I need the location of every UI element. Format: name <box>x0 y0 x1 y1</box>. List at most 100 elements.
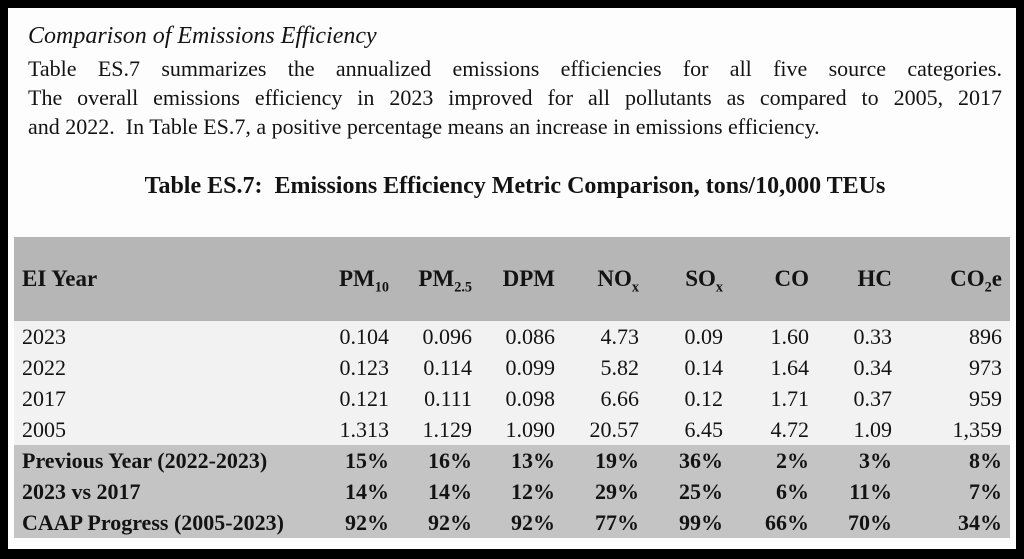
value-cell: 0.09 <box>647 321 731 352</box>
value-cell: 8% <box>900 445 1010 476</box>
value-cell: 13% <box>480 445 563 476</box>
value-cell: 3% <box>817 445 900 476</box>
value-cell: 6% <box>731 476 817 507</box>
value-cell: 19% <box>563 445 647 476</box>
header-text: PM <box>418 266 455 291</box>
header-text: CO <box>950 266 985 291</box>
value-cell: 0.34 <box>817 352 900 383</box>
value-cell: 14% <box>397 476 480 507</box>
value-cell: 4.72 <box>731 414 817 445</box>
section-heading: Comparison of Emissions Efficiency <box>28 23 377 49</box>
header-text: PM <box>338 266 375 291</box>
document-page: Comparison of Emissions Efficiency Table… <box>8 8 1016 549</box>
value-cell: 0.121 <box>320 383 397 414</box>
row-label-cell: CAAP Progress (2005-2023) <box>14 507 320 538</box>
summary-row: 2023 vs 2017 14% 14% 12% 29% 25% 6% 11% … <box>14 476 1010 507</box>
value-cell: 1.64 <box>731 352 817 383</box>
table-title: Table ES.7: Emissions Efficiency Metric … <box>144 173 886 199</box>
value-cell: 0.33 <box>817 321 900 352</box>
row-label-cell: Previous Year (2022-2023) <box>14 445 320 476</box>
value-cell: 1.313 <box>320 414 397 445</box>
value-cell: 1,359 <box>900 414 1010 445</box>
header-row: EI Year PM10 PM2.5 DPM NOx SOx CO HC CO2… <box>14 237 1010 321</box>
header-text: EI Year <box>22 266 98 291</box>
value-cell: 20.57 <box>563 414 647 445</box>
header-subscript: 2 <box>984 279 992 296</box>
value-cell: 25% <box>647 476 731 507</box>
value-cell: 0.114 <box>397 352 480 383</box>
value-cell: 92% <box>397 507 480 538</box>
value-cell: 959 <box>900 383 1010 414</box>
value-cell: 29% <box>563 476 647 507</box>
value-cell: 4.73 <box>563 321 647 352</box>
table-row: 2017 0.121 0.111 0.098 6.66 0.12 1.71 0.… <box>14 383 1010 414</box>
value-cell: 0.096 <box>397 321 480 352</box>
value-cell: 36% <box>647 445 731 476</box>
value-cell: 0.099 <box>480 352 563 383</box>
table-header: EI Year PM10 PM2.5 DPM NOx SOx CO HC CO2… <box>14 237 1010 321</box>
header-subscript: 2.5 <box>454 279 472 296</box>
value-cell: 2% <box>731 445 817 476</box>
value-cell: 1.129 <box>397 414 480 445</box>
value-cell: 896 <box>900 321 1010 352</box>
col-header-dpm: DPM <box>480 237 563 321</box>
header-suffix: e <box>991 266 1002 291</box>
value-cell: 5.82 <box>563 352 647 383</box>
summary-row: Previous Year (2022-2023) 15% 16% 13% 19… <box>14 445 1010 476</box>
value-cell: 1.09 <box>817 414 900 445</box>
row-label-cell: 2005 <box>14 414 320 445</box>
paragraph-line: and 2022. In Table ES.7, a positive perc… <box>28 114 820 139</box>
value-cell: 77% <box>563 507 647 538</box>
value-cell: 92% <box>320 507 397 538</box>
value-cell: 1.71 <box>731 383 817 414</box>
value-cell: 0.123 <box>320 352 397 383</box>
col-header-pm25: PM2.5 <box>397 237 480 321</box>
value-cell: 66% <box>731 507 817 538</box>
row-label-cell: 2023 <box>14 321 320 352</box>
table-row: 2005 1.313 1.129 1.090 20.57 6.45 4.72 1… <box>14 414 1010 445</box>
table-row: 2023 0.104 0.096 0.086 4.73 0.09 1.60 0.… <box>14 321 1010 352</box>
col-header-ei-year: EI Year <box>14 237 320 321</box>
header-subscript: x <box>631 279 639 296</box>
header-text: NO <box>597 266 632 291</box>
value-cell: 11% <box>817 476 900 507</box>
paragraph-line: The overall emissions efficiency in 2023… <box>28 85 1002 110</box>
value-cell: 0.104 <box>320 321 397 352</box>
row-label-cell: 2017 <box>14 383 320 414</box>
col-header-sox: SOx <box>647 237 731 321</box>
value-cell: 0.37 <box>817 383 900 414</box>
emissions-efficiency-table: EI Year PM10 PM2.5 DPM NOx SOx CO HC CO2… <box>14 237 1010 538</box>
col-header-nox: NOx <box>563 237 647 321</box>
col-header-hc: HC <box>817 237 900 321</box>
col-header-co: CO <box>731 237 817 321</box>
col-header-co2e: CO2e <box>900 237 1010 321</box>
table-summary: Previous Year (2022-2023) 15% 16% 13% 19… <box>14 445 1010 538</box>
value-cell: 14% <box>320 476 397 507</box>
value-cell: 15% <box>320 445 397 476</box>
header-subscript: 10 <box>374 279 389 296</box>
col-header-pm10: PM10 <box>320 237 397 321</box>
value-cell: 92% <box>480 507 563 538</box>
summary-row: CAAP Progress (2005-2023) 92% 92% 92% 77… <box>14 507 1010 538</box>
value-cell: 6.45 <box>647 414 731 445</box>
value-cell: 70% <box>817 507 900 538</box>
header-text: HC <box>857 266 893 291</box>
row-label-cell: 2023 vs 2017 <box>14 476 320 507</box>
value-cell: 0.098 <box>480 383 563 414</box>
value-cell: 34% <box>900 507 1010 538</box>
value-cell: 1.090 <box>480 414 563 445</box>
value-cell: 1.60 <box>731 321 817 352</box>
value-cell: 0.086 <box>480 321 563 352</box>
value-cell: 6.66 <box>563 383 647 414</box>
paragraph-line: Table ES.7 summarizes the annualized emi… <box>28 56 1002 81</box>
intro-paragraph: Table ES.7 summarizes the annualized emi… <box>28 54 1002 141</box>
header-text: SO <box>685 266 716 291</box>
value-cell: 7% <box>900 476 1010 507</box>
value-cell: 16% <box>397 445 480 476</box>
value-cell: 0.14 <box>647 352 731 383</box>
value-cell: 99% <box>647 507 731 538</box>
header-text: DPM <box>502 266 555 291</box>
header-text: CO <box>774 266 810 291</box>
row-label-cell: 2022 <box>14 352 320 383</box>
